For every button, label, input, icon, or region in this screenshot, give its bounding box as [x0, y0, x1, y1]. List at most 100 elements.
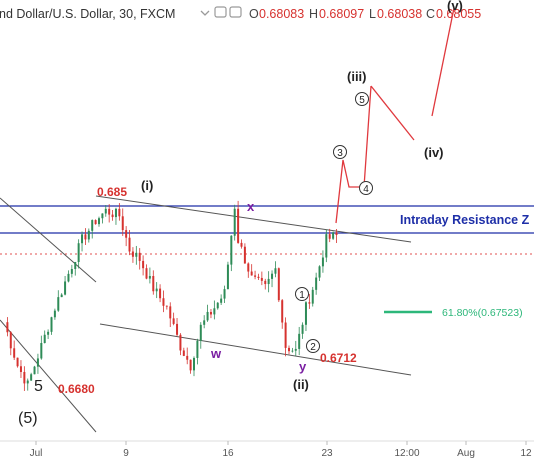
circle-4-text: 4: [363, 184, 369, 195]
circle-3-text: 3: [337, 148, 343, 159]
candle-body: [148, 276, 151, 279]
candle-body: [108, 208, 111, 215]
candle-body: [111, 214, 114, 218]
candle-body: [321, 257, 324, 267]
candle-body: [33, 366, 36, 375]
candle-body: [47, 331, 50, 335]
candle-body: [84, 234, 87, 240]
circle-3-marker: 3: [333, 145, 347, 159]
left-trend-line-upper[interactable]: [0, 197, 97, 283]
candle-body: [30, 374, 33, 381]
x-tick-label: Aug: [457, 448, 475, 459]
wave-5-label: 5: [34, 378, 43, 395]
candle-body: [189, 359, 192, 371]
candle-body: [19, 366, 22, 372]
circle-1-marker: 1: [295, 287, 309, 301]
candle-body: [301, 324, 304, 334]
low-label: L: [369, 7, 376, 21]
candle-body: [159, 288, 162, 299]
candle-body: [274, 268, 277, 274]
candle-body: [16, 357, 19, 367]
open-label: O: [249, 7, 259, 21]
eye-icon[interactable]: [214, 6, 227, 18]
candle-body: [220, 298, 223, 303]
candle-body: [114, 208, 117, 218]
chevron-down-icon[interactable]: [200, 10, 210, 16]
candle-body: [94, 220, 97, 225]
candle-body: [118, 208, 121, 217]
level-685-label: 0.685: [97, 185, 127, 199]
candle-body: [81, 234, 84, 244]
candle-body: [125, 230, 128, 238]
candle-body: [169, 306, 172, 319]
candle-body: [155, 288, 158, 292]
candle-body: [36, 358, 39, 367]
candle-body: [64, 281, 67, 295]
candle-body: [206, 311, 209, 321]
candle-body: [288, 347, 290, 352]
level-6712-label: 0.6712: [320, 351, 357, 365]
candle-body: [67, 273, 70, 282]
upper-channel-line[interactable]: [95, 195, 412, 243]
x-tick-label: 9: [123, 448, 129, 459]
candle-body: [294, 348, 297, 351]
x-tick-label: 23: [321, 448, 333, 459]
candle-body: [70, 269, 73, 274]
candle-body: [254, 275, 257, 277]
candle-body: [247, 263, 250, 272]
header-icons[interactable]: [200, 6, 242, 18]
candle-body: [318, 266, 321, 278]
candle-body: [237, 208, 240, 243]
candle-body: [298, 333, 301, 349]
candle-body: [291, 350, 294, 352]
candle-body: [315, 277, 318, 290]
candle-body: [243, 246, 246, 264]
candle-body: [271, 273, 274, 279]
close-value: 0.68055: [436, 7, 481, 21]
low-value: 0.68038: [377, 7, 422, 21]
wave-i-label: (i): [141, 178, 153, 193]
candle-body: [135, 252, 138, 257]
candle-body: [74, 262, 77, 270]
level-6680-label: 0.6680: [58, 382, 95, 396]
wave-w-label: w: [210, 346, 222, 361]
candle-body: [226, 264, 229, 290]
candle-body: [332, 232, 335, 239]
candle-body: [98, 218, 100, 225]
high-label: H: [309, 7, 318, 21]
circle-5-marker: 5: [355, 92, 369, 106]
chart-title: nd Dollar/U.S. Dollar, 30, FXCM: [0, 7, 175, 21]
candle-body: [325, 234, 328, 258]
candle-body: [6, 322, 9, 333]
candle-body: [145, 268, 148, 279]
candle-body: [281, 300, 284, 323]
candle-body: [162, 298, 165, 306]
left-trend-line-lower[interactable]: [0, 319, 97, 433]
circle-4-marker: 4: [359, 181, 373, 195]
high-value: 0.68097: [319, 7, 364, 21]
candle-body: [53, 310, 56, 318]
circle-1-text: 1: [299, 290, 305, 301]
lower-channel-line[interactable]: [99, 323, 412, 376]
projection-path-iv: [370, 85, 415, 141]
wave-iv-label: (iv): [424, 145, 444, 160]
x-tick-label: 12: [520, 448, 532, 459]
candle-body: [209, 311, 212, 315]
candle-body: [216, 302, 219, 309]
x-tick-label: 12:00: [394, 448, 419, 459]
candle-body: [196, 340, 199, 358]
candle-body: [304, 302, 307, 325]
candle-body: [240, 242, 243, 247]
candle-body: [138, 252, 141, 261]
ohlc-values: O 0.68083 H 0.68097 L 0.68038 C 0.68055: [249, 7, 481, 21]
candle-body: [40, 342, 43, 359]
open-value: 0.68083: [259, 7, 304, 21]
circle-5-text: 5: [359, 95, 365, 106]
settings-icon[interactable]: [229, 6, 242, 18]
circle-2-text: 2: [310, 342, 316, 353]
candle-body: [284, 322, 287, 348]
candle-body: [50, 317, 53, 332]
candle-body: [13, 348, 16, 358]
close-label: C: [426, 7, 435, 21]
